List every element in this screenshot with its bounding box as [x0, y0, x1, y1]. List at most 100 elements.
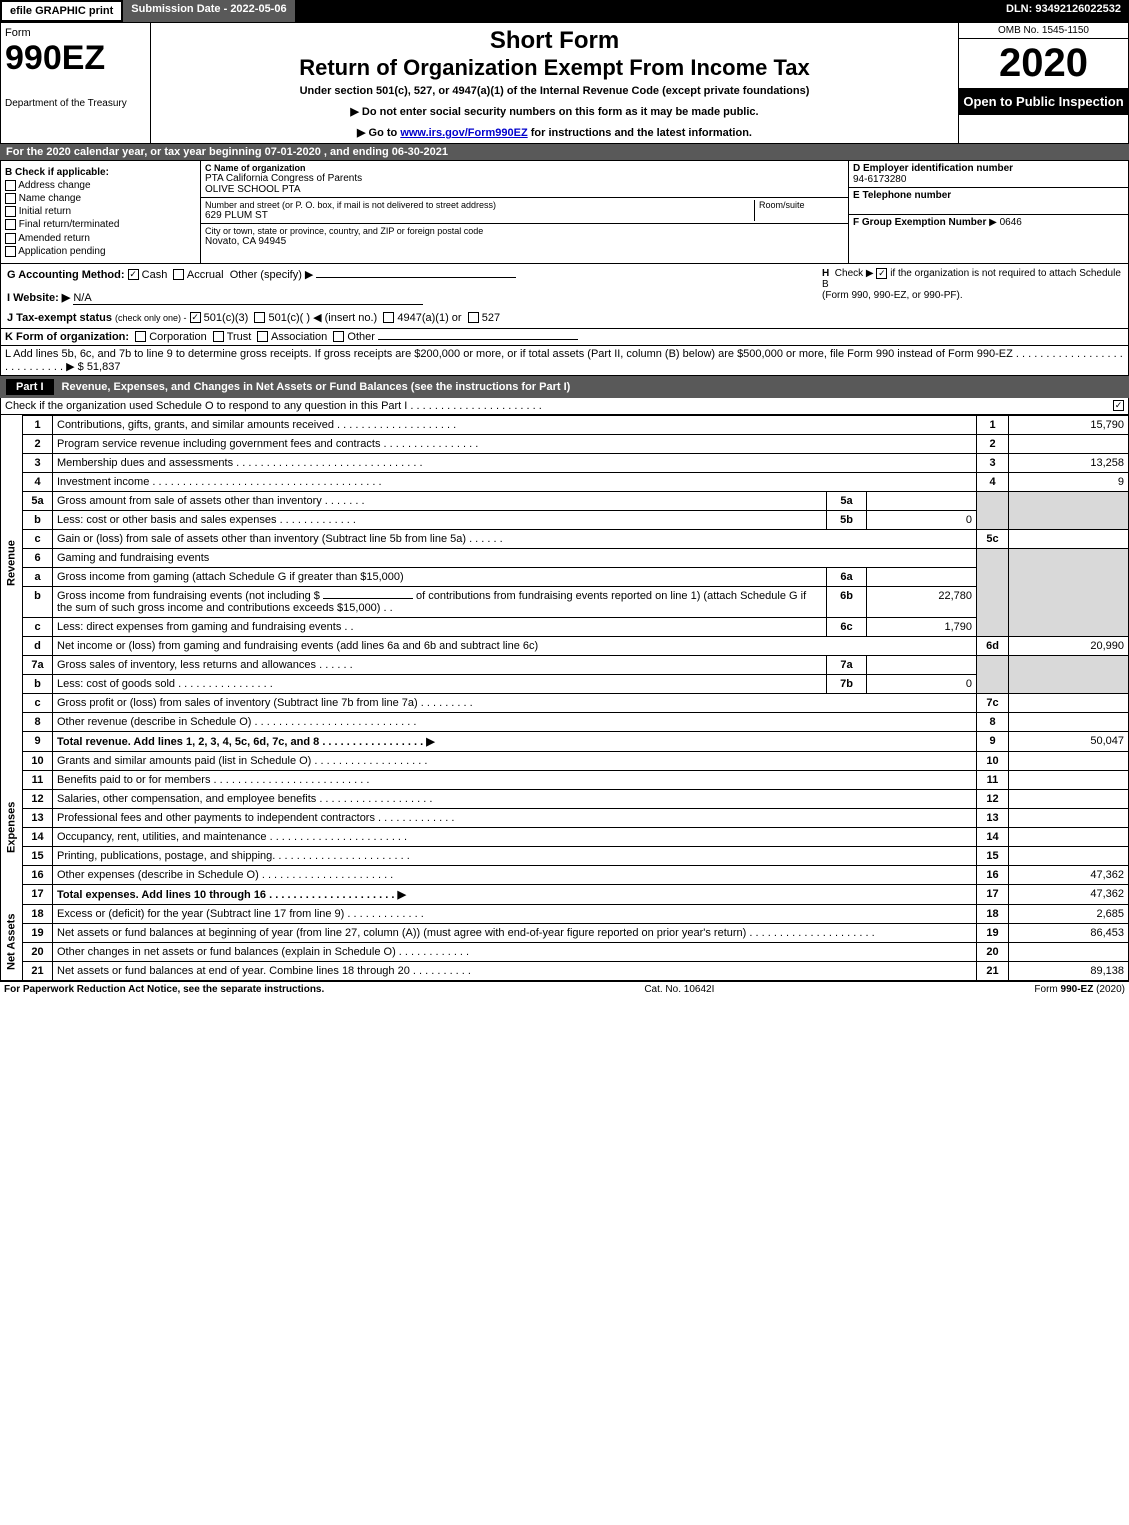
efile-print-label[interactable]: efile GRAPHIC print	[0, 0, 123, 22]
form-number: 990EZ	[5, 39, 146, 78]
line-6c-mv: 1,790	[867, 617, 977, 636]
line-6-num: 6	[23, 548, 53, 567]
h-label: H	[822, 268, 829, 279]
4947-checkbox[interactable]	[383, 312, 394, 323]
line-19-rv: 86,453	[1009, 923, 1129, 942]
j-label: J Tax-exempt status	[7, 312, 112, 324]
paperwork-notice: For Paperwork Reduction Act Notice, see …	[4, 984, 324, 995]
cat-no: Cat. No. 10642I	[324, 984, 1034, 995]
line-12-rv	[1009, 789, 1129, 808]
header-center: Short Form Return of Organization Exempt…	[151, 23, 958, 143]
initial-return-checkbox[interactable]	[5, 206, 16, 217]
submission-date: Submission Date - 2022-05-06	[123, 0, 294, 22]
cash-checkbox[interactable]: ✓	[128, 269, 139, 280]
line-4-num: 4	[23, 472, 53, 491]
line-7b-desc: Less: cost of goods sold . . . . . . . .…	[53, 674, 827, 693]
line-19-desc: Net assets or fund balances at beginning…	[53, 923, 977, 942]
501c3-checkbox[interactable]: ✓	[190, 312, 201, 323]
line-20-rv	[1009, 942, 1129, 961]
line-6d-num: d	[23, 636, 53, 655]
corp-checkbox[interactable]	[135, 331, 146, 342]
schedule-o-checkbox[interactable]: ✓	[1113, 400, 1124, 411]
line-6a-desc: Gross income from gaming (attach Schedul…	[53, 567, 827, 586]
line-6c-mn: 6c	[827, 617, 867, 636]
address-change-checkbox[interactable]	[5, 180, 16, 191]
final-return-checkbox[interactable]	[5, 219, 16, 230]
line-7b-mv: 0	[867, 674, 977, 693]
line-l: L Add lines 5b, 6c, and 7b to line 9 to …	[0, 346, 1129, 376]
street-value: 629 PLUM ST	[205, 210, 754, 221]
501c-checkbox[interactable]	[254, 312, 265, 323]
line-5a-desc: Gross amount from sale of assets other t…	[53, 491, 827, 510]
part-1-check-row: Check if the organization used Schedule …	[0, 398, 1129, 415]
street-label: Number and street (or P. O. box, if mail…	[205, 200, 754, 210]
form-ref-pre: Form	[1034, 984, 1060, 995]
line-14-rn: 14	[977, 827, 1009, 846]
line-13-num: 13	[23, 808, 53, 827]
501c3-label: 501(c)(3)	[204, 312, 249, 324]
line-16-rn: 16	[977, 865, 1009, 884]
line-14-desc: Occupancy, rent, utilities, and maintena…	[53, 827, 977, 846]
l-text: L Add lines 5b, 6c, and 7b to line 9 to …	[1, 346, 1128, 375]
app-pending-checkbox[interactable]	[5, 246, 16, 257]
grey-7	[977, 655, 1009, 693]
irs-link[interactable]: www.irs.gov/Form990EZ	[400, 127, 527, 139]
top-bar: efile GRAPHIC print Submission Date - 20…	[0, 0, 1129, 22]
line-9-num: 9	[23, 731, 53, 751]
line-18-rv: 2,685	[1009, 904, 1129, 923]
line-7c-num: c	[23, 693, 53, 712]
amended-return-checkbox[interactable]	[5, 233, 16, 244]
line-2-rn: 2	[977, 434, 1009, 453]
line-6b-blank	[323, 598, 413, 599]
grey-6-val	[1009, 548, 1129, 636]
name-change-checkbox[interactable]	[5, 193, 16, 204]
line-2-num: 2	[23, 434, 53, 453]
line-6b-desc: Gross income from fundraising events (no…	[53, 586, 827, 617]
line-17-num: 17	[23, 884, 53, 904]
line-7c-rv	[1009, 693, 1129, 712]
grey-6	[977, 548, 1009, 636]
page-footer: For Paperwork Reduction Act Notice, see …	[0, 981, 1129, 997]
line-5a-num: 5a	[23, 491, 53, 510]
other-specify-input[interactable]	[316, 277, 516, 278]
line-12-rn: 12	[977, 789, 1009, 808]
527-checkbox[interactable]	[468, 312, 479, 323]
line-k: K Form of organization: Corporation Trus…	[0, 329, 1129, 346]
line-4-desc: Investment income . . . . . . . . . . . …	[53, 472, 977, 491]
line-6-desc: Gaming and fundraising events	[53, 548, 977, 567]
line-10-desc: Grants and similar amounts paid (list in…	[53, 751, 977, 770]
line-6b-desc-1: Gross income from fundraising events (no…	[57, 590, 320, 602]
form-ref: Form 990-EZ (2020)	[1034, 984, 1125, 995]
line-1-rn: 1	[977, 415, 1009, 434]
accrual-checkbox[interactable]	[173, 269, 184, 280]
other-org-checkbox[interactable]	[333, 331, 344, 342]
line-5c-rv	[1009, 529, 1129, 548]
line-18-desc: Excess or (deficit) for the year (Subtra…	[53, 904, 977, 923]
line-7c-desc: Gross profit or (loss) from sales of inv…	[53, 693, 977, 712]
line-15-rn: 15	[977, 846, 1009, 865]
line-8-rn: 8	[977, 712, 1009, 731]
line-16-num: 16	[23, 865, 53, 884]
line-10-num: 10	[23, 751, 53, 770]
line-11-rn: 11	[977, 770, 1009, 789]
line-5a-mn: 5a	[827, 491, 867, 510]
line-19-rn: 19	[977, 923, 1009, 942]
d-label: D Employer identification number	[853, 163, 1013, 174]
amended-return-label: Amended return	[18, 233, 90, 244]
under-section: Under section 501(c), 527, or 4947(a)(1)…	[155, 85, 954, 97]
trust-checkbox[interactable]	[213, 331, 224, 342]
other-org-input[interactable]	[378, 339, 578, 340]
grey-5	[977, 491, 1009, 529]
line-20-num: 20	[23, 942, 53, 961]
line-9-rv: 50,047	[1009, 731, 1129, 751]
line-10-rn: 10	[977, 751, 1009, 770]
goto-pre: ▶ Go to	[357, 127, 400, 139]
line-17-desc: Total expenses. Add lines 10 through 16 …	[53, 884, 977, 904]
h-checkbox[interactable]: ✓	[876, 268, 887, 279]
c-label: C Name of organization	[205, 163, 306, 173]
part-1-header: Part I Revenue, Expenses, and Changes in…	[0, 376, 1129, 398]
line-7a-num: 7a	[23, 655, 53, 674]
line-5b-desc: Less: cost or other basis and sales expe…	[53, 510, 827, 529]
assoc-checkbox[interactable]	[257, 331, 268, 342]
line-11-rv	[1009, 770, 1129, 789]
